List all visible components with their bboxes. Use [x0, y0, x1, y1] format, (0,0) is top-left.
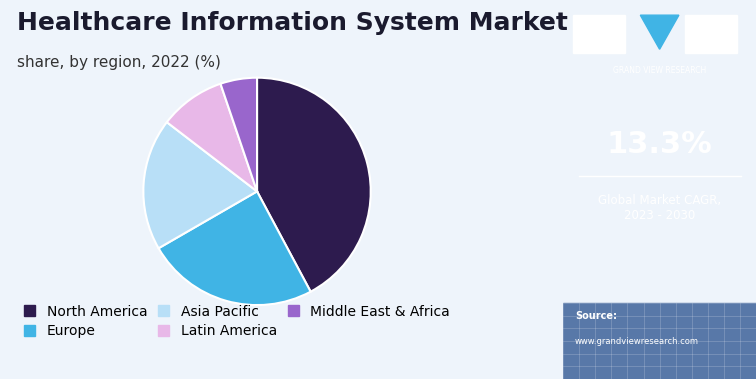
Wedge shape	[144, 122, 257, 248]
Bar	[685, 15, 736, 53]
Bar	[573, 15, 625, 53]
Text: www.grandviewresearch.com: www.grandviewresearch.com	[575, 337, 699, 346]
Text: Healthcare Information System Market: Healthcare Information System Market	[17, 11, 568, 35]
Polygon shape	[640, 15, 679, 49]
Wedge shape	[257, 78, 370, 292]
Wedge shape	[167, 84, 257, 191]
Text: share, by region, 2022 (%): share, by region, 2022 (%)	[17, 55, 221, 70]
Text: Global Market CAGR,
2023 - 2030: Global Market CAGR, 2023 - 2030	[598, 194, 721, 222]
Text: Source:: Source:	[575, 312, 617, 321]
Bar	[563, 303, 756, 379]
Wedge shape	[221, 78, 257, 191]
Text: GRAND VIEW RESEARCH: GRAND VIEW RESEARCH	[613, 66, 706, 75]
Legend: North America, Europe, Asia Pacific, Latin America, Middle East & Africa: North America, Europe, Asia Pacific, Lat…	[19, 299, 455, 344]
Text: 13.3%: 13.3%	[607, 130, 712, 158]
Wedge shape	[159, 191, 311, 305]
